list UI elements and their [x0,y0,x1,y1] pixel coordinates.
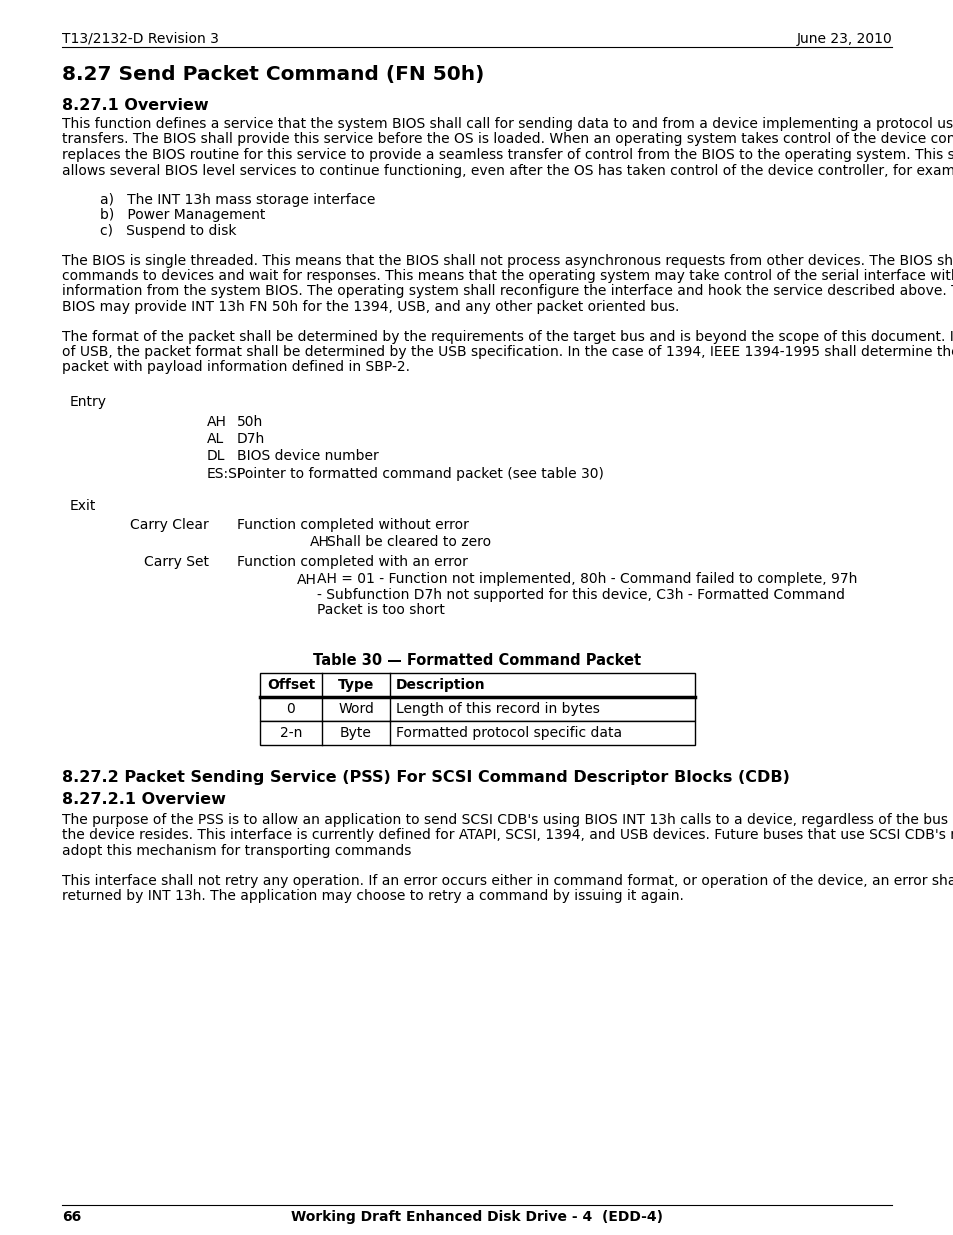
Text: transfers. The BIOS shall provide this service before the OS is loaded. When an : transfers. The BIOS shall provide this s… [62,132,953,147]
Text: Packet is too short: Packet is too short [316,604,444,618]
Text: AL: AL [207,432,224,446]
Text: Function completed without error: Function completed without error [236,517,468,532]
Text: This function defines a service that the system BIOS shall call for sending data: This function defines a service that the… [62,117,953,131]
Bar [260,697,695,721]
Text: c)   Suspend to disk: c) Suspend to disk [100,224,236,238]
Text: Offset: Offset [267,678,314,692]
Text: Byte: Byte [339,726,372,740]
Text: This interface shall not retry any operation. If an error occurs either in comma: This interface shall not retry any opera… [62,873,953,888]
Text: D7h: D7h [236,432,265,446]
Text: returned by INT 13h. The application may choose to retry a command by issuing it: returned by INT 13h. The application may… [62,889,683,903]
Text: Shall be cleared to zero: Shall be cleared to zero [327,536,491,550]
Text: Function completed with an error: Function completed with an error [236,555,467,569]
Bar [260,673,695,697]
Text: The BIOS is single threaded. This means that the BIOS shall not process asynchro: The BIOS is single threaded. This means … [62,253,953,268]
Text: AH: AH [310,536,330,550]
Text: AH: AH [207,415,227,429]
Text: allows several BIOS level services to continue functioning, even after the OS ha: allows several BIOS level services to co… [62,163,953,178]
Bar [260,721,695,745]
Text: Entry: Entry [70,395,107,409]
Text: the device resides. This interface is currently defined for ATAPI, SCSI, 1394, a: the device resides. This interface is cu… [62,829,953,842]
Text: Formatted protocol specific data: Formatted protocol specific data [395,726,621,740]
Text: Type: Type [337,678,374,692]
Text: BIOS device number: BIOS device number [236,450,378,463]
Text: commands to devices and wait for responses. This means that the operating system: commands to devices and wait for respons… [62,269,953,283]
Text: packet with payload information defined in SBP-2.: packet with payload information defined … [62,361,410,374]
Text: of USB, the packet format shall be determined by the USB specification. In the c: of USB, the packet format shall be deter… [62,345,953,359]
Text: Length of this record in bytes: Length of this record in bytes [395,701,599,716]
Text: Description: Description [395,678,485,692]
Text: 50h: 50h [236,415,263,429]
Text: The purpose of the PSS is to allow an application to send SCSI CDB's using BIOS : The purpose of the PSS is to allow an ap… [62,813,953,827]
Text: information from the system BIOS. The operating system shall reconfigure the int: information from the system BIOS. The op… [62,284,953,299]
Text: ES:SI: ES:SI [207,467,242,480]
Text: Working Draft Enhanced Disk Drive - 4  (EDD-4): Working Draft Enhanced Disk Drive - 4 (E… [291,1210,662,1224]
Text: T13/2132-D Revision 3: T13/2132-D Revision 3 [62,32,218,46]
Text: AH = 01 - Function not implemented, 80h - Command failed to complete, 97h: AH = 01 - Function not implemented, 80h … [316,573,857,587]
Text: Carry Set: Carry Set [144,555,209,569]
Text: 8.27.2 Packet Sending Service (PSS) For SCSI Command Descriptor Blocks (CDB): 8.27.2 Packet Sending Service (PSS) For … [62,769,789,785]
Text: BIOS may provide INT 13h FN 50h for the 1394, USB, and any other packet oriented: BIOS may provide INT 13h FN 50h for the … [62,300,679,314]
Text: adopt this mechanism for transporting commands: adopt this mechanism for transporting co… [62,844,411,858]
Text: AH: AH [296,573,316,587]
Text: 2-n: 2-n [279,726,302,740]
Text: 8.27.2.1 Overview: 8.27.2.1 Overview [62,792,226,806]
Text: 66: 66 [62,1210,81,1224]
Text: June 23, 2010: June 23, 2010 [796,32,891,46]
Text: The format of the packet shall be determined by the requirements of the target b: The format of the packet shall be determ… [62,330,953,343]
Text: Word: Word [337,701,374,716]
Text: Table 30 — Formatted Command Packet: Table 30 — Formatted Command Packet [313,653,640,668]
Text: Exit: Exit [70,499,96,513]
Text: Pointer to formatted command packet (see table 30): Pointer to formatted command packet (see… [236,467,603,480]
Text: - Subfunction D7h not supported for this device, C3h - Formatted Command: - Subfunction D7h not supported for this… [316,588,844,601]
Text: DL: DL [207,450,225,463]
Text: a)   The INT 13h mass storage interface: a) The INT 13h mass storage interface [100,193,375,207]
Text: 0: 0 [286,701,295,716]
Text: Carry Clear: Carry Clear [130,517,209,532]
Text: 8.27 Send Packet Command (FN 50h): 8.27 Send Packet Command (FN 50h) [62,65,484,84]
Text: 8.27.1 Overview: 8.27.1 Overview [62,98,209,112]
Text: replaces the BIOS routine for this service to provide a seamless transfer of con: replaces the BIOS routine for this servi… [62,148,953,162]
Text: b)   Power Management: b) Power Management [100,209,265,222]
